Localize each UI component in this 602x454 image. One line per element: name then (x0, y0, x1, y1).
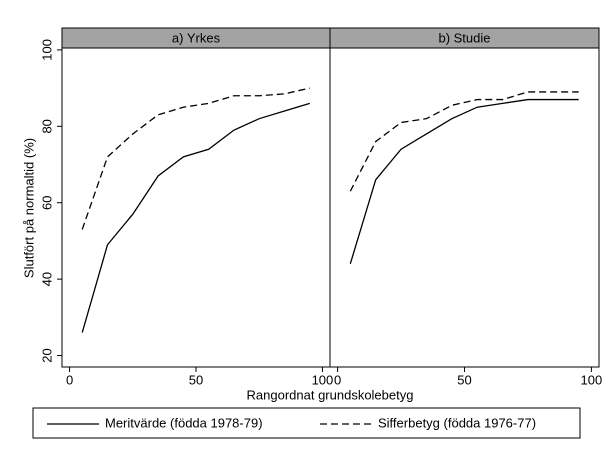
y-axis-title: Slutfört på normaltid (%) (21, 138, 36, 278)
x-axis-title: Rangordnat grundskolebetyg (247, 387, 414, 402)
y-tick-label: 20 (39, 348, 54, 362)
y-tick-label: 60 (39, 195, 54, 209)
x-tick-label: 50 (457, 372, 471, 387)
legend (32, 407, 581, 439)
series-line (349, 91, 579, 192)
panel-title: b) Studie (438, 30, 490, 45)
x-tick-label: 0 (334, 372, 341, 387)
panel-title: a) Yrkes (172, 30, 221, 45)
series-line (81, 102, 310, 333)
x-tick-label: 0 (66, 372, 73, 387)
series-line (81, 87, 310, 230)
y-tick-label: 40 (39, 272, 54, 286)
x-tick-label: 100 (581, 372, 602, 387)
legend-label: Sifferbetyg (födda 1976-77) (378, 415, 536, 430)
series-line (349, 98, 579, 265)
legend-label: Meritvärde (födda 1978-79) (105, 415, 263, 430)
x-tick-label: 100 (312, 372, 334, 387)
plot-area (61, 47, 331, 368)
x-tick-label: 50 (189, 372, 203, 387)
plot-area (329, 47, 600, 368)
y-tick-label: 100 (39, 39, 54, 61)
y-tick-label: 80 (39, 119, 54, 133)
